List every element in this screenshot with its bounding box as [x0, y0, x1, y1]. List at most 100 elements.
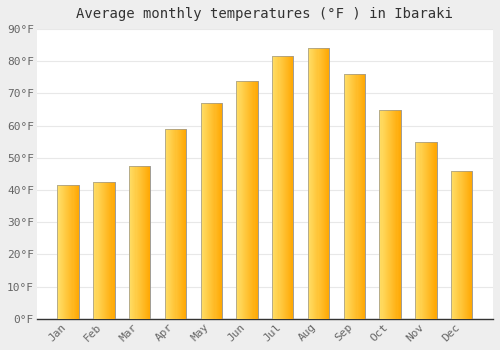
Bar	[308, 48, 330, 319]
Bar	[466, 171, 467, 319]
Bar	[316, 48, 318, 319]
Bar	[219, 103, 220, 319]
Bar	[434, 142, 436, 319]
Bar	[250, 80, 252, 319]
Bar	[166, 129, 167, 319]
Bar	[360, 74, 362, 319]
Bar	[106, 182, 107, 319]
Bar	[415, 142, 436, 319]
Bar	[129, 166, 150, 319]
Bar	[168, 129, 169, 319]
Bar	[467, 171, 468, 319]
Bar	[221, 103, 222, 319]
Bar	[415, 142, 416, 319]
Bar	[454, 171, 455, 319]
Bar	[426, 142, 427, 319]
Bar	[185, 129, 186, 319]
Bar	[460, 171, 462, 319]
Bar	[70, 185, 72, 319]
Bar	[181, 129, 182, 319]
Bar	[146, 166, 147, 319]
Bar	[58, 185, 59, 319]
Bar	[431, 142, 432, 319]
Bar	[108, 182, 110, 319]
Bar	[363, 74, 364, 319]
Bar	[429, 142, 430, 319]
Bar	[145, 166, 146, 319]
Bar	[284, 56, 285, 319]
Bar	[200, 103, 222, 319]
Bar	[77, 185, 78, 319]
Bar	[390, 110, 391, 319]
Bar	[180, 129, 181, 319]
Bar	[382, 110, 384, 319]
Bar	[428, 142, 429, 319]
Bar	[288, 56, 289, 319]
Bar	[430, 142, 431, 319]
Bar	[272, 56, 293, 319]
Bar	[256, 80, 258, 319]
Bar	[147, 166, 148, 319]
Bar	[282, 56, 283, 319]
Bar	[202, 103, 203, 319]
Bar	[287, 56, 288, 319]
Bar	[308, 48, 330, 319]
Bar	[58, 185, 79, 319]
Bar	[103, 182, 104, 319]
Bar	[96, 182, 98, 319]
Bar	[308, 48, 309, 319]
Bar	[455, 171, 456, 319]
Bar	[392, 110, 394, 319]
Bar	[427, 142, 428, 319]
Bar	[214, 103, 216, 319]
Bar	[129, 166, 130, 319]
Bar	[216, 103, 218, 319]
Bar	[286, 56, 287, 319]
Bar	[212, 103, 214, 319]
Bar	[236, 80, 258, 319]
Bar	[417, 142, 418, 319]
Bar	[148, 166, 150, 319]
Bar	[278, 56, 280, 319]
Bar	[312, 48, 313, 319]
Bar	[344, 74, 346, 319]
Bar	[451, 171, 472, 319]
Bar	[451, 171, 452, 319]
Bar	[200, 103, 222, 319]
Bar	[98, 182, 100, 319]
Bar	[391, 110, 392, 319]
Bar	[456, 171, 458, 319]
Bar	[470, 171, 471, 319]
Bar	[252, 80, 254, 319]
Bar	[210, 103, 211, 319]
Bar	[93, 182, 94, 319]
Bar	[65, 185, 66, 319]
Bar	[396, 110, 398, 319]
Bar	[422, 142, 424, 319]
Bar	[62, 185, 63, 319]
Bar	[132, 166, 134, 319]
Bar	[471, 171, 472, 319]
Bar	[131, 166, 132, 319]
Bar	[465, 171, 466, 319]
Bar	[324, 48, 325, 319]
Bar	[468, 171, 469, 319]
Bar	[273, 56, 274, 319]
Bar	[110, 182, 112, 319]
Bar	[58, 185, 79, 319]
Bar	[432, 142, 434, 319]
Bar	[244, 80, 245, 319]
Bar	[364, 74, 365, 319]
Bar	[394, 110, 396, 319]
Bar	[211, 103, 212, 319]
Bar	[200, 103, 202, 319]
Bar	[165, 129, 166, 319]
Bar	[469, 171, 470, 319]
Bar	[292, 56, 294, 319]
Bar	[206, 103, 207, 319]
Bar	[144, 166, 145, 319]
Bar	[64, 185, 65, 319]
Bar	[353, 74, 354, 319]
Bar	[310, 48, 311, 319]
Bar	[60, 185, 62, 319]
